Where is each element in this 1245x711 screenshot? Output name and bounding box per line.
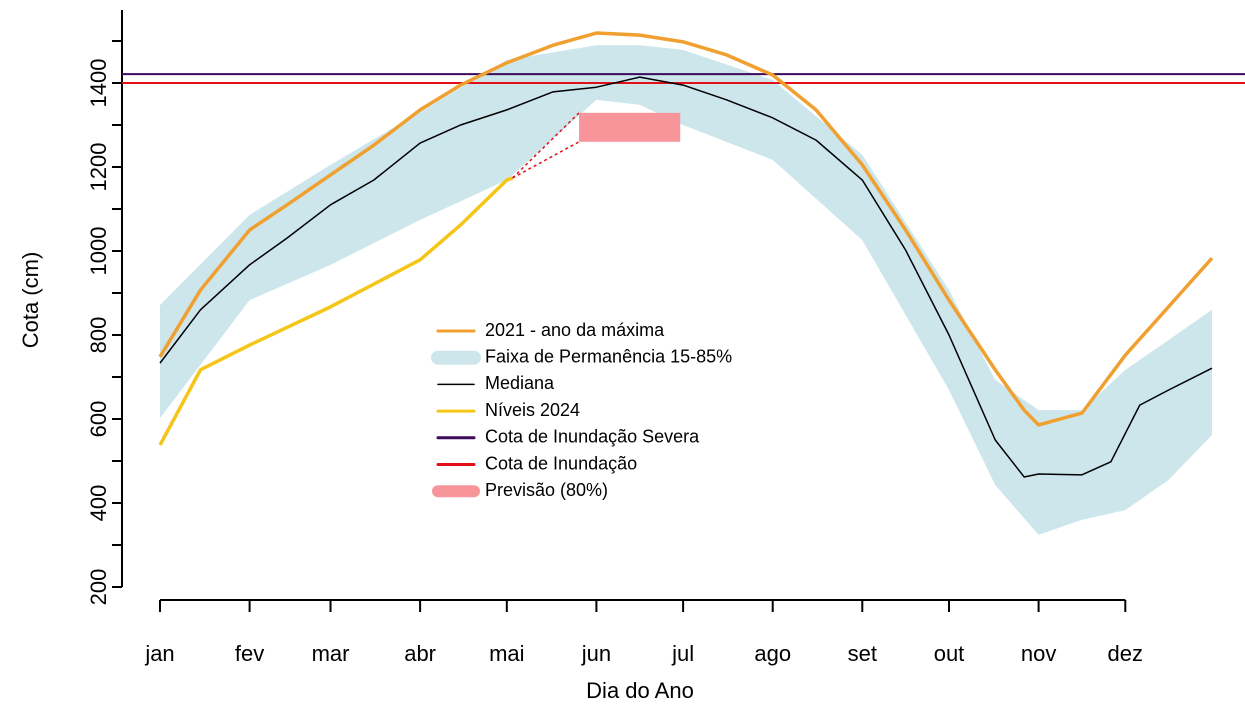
x-tick-label: jan [144,641,174,666]
x-tick-label: jul [671,641,694,666]
x-tick-label: mai [489,641,524,666]
legend-label: Cota de Inundação [485,453,637,473]
legend-label: Níveis 2024 [485,400,580,420]
x-tick-label: out [934,641,965,666]
y-axis-label: Cota (cm) [18,252,43,349]
series-line [158,176,514,446]
legend-label: Previsão (80%) [485,480,608,500]
forecast-connector [512,141,580,179]
forecast-box [579,112,681,142]
legend-label: Cota de Inundação Severa [485,427,700,447]
series-line [158,31,1214,427]
x-tick-label: set [848,641,877,666]
y-tick-label: 800 [86,317,111,354]
x-tick-label: fev [235,641,264,666]
y-tick-label: 1000 [86,227,111,276]
y-tick-label: 600 [86,401,111,438]
x-tick-label: ago [754,641,791,666]
series-line [159,76,1213,478]
legend-label: Mediana [485,373,555,393]
y-tick-label: 1400 [86,59,111,108]
x-axis-label: Dia do Ano [586,678,694,703]
x-tick-label: abr [404,641,436,666]
legend-label: Faixa de Permanência 15-85% [485,346,732,366]
y-tick-label: 400 [86,485,111,522]
legend-label: 2021 - ano da máxima [485,320,665,340]
x-tick-label: dez [1108,641,1143,666]
y-tick-label: 200 [86,569,111,606]
band [160,45,1212,535]
x-tick-label: nov [1021,641,1056,666]
y-tick-label: 1200 [86,143,111,192]
x-tick-label: mar [312,641,350,666]
x-tick-label: jun [581,641,611,666]
